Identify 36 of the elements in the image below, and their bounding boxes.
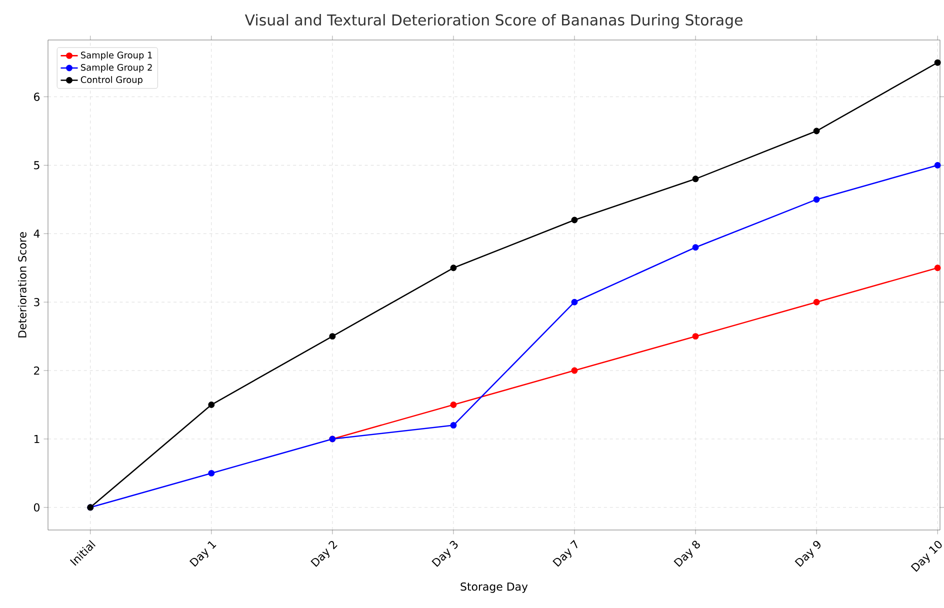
point [813,196,820,203]
y-tick-label: 4 [34,230,40,238]
x-tick-label: Day 8 [674,540,700,567]
legend-label: Sample Group 2 [80,64,152,72]
y-tick-label: 3 [34,298,40,306]
y-tick-label: 6 [34,92,40,101]
point [813,298,820,306]
point [813,128,820,134]
y-tick-label: 0 [34,503,40,512]
point [934,162,941,168]
point [692,244,699,251]
x-tick-label: Day 10 [910,540,942,572]
y-tick-label: 1 [34,434,40,443]
x-tick-label: Day 2 [310,541,338,567]
x-axis-title: Storage Day [460,582,528,593]
point [450,422,457,429]
point [450,264,457,272]
point [692,176,699,182]
point [692,333,699,340]
x-tick-label: Day 9 [794,541,820,567]
point [208,402,215,408]
chart-title: Visual and Textural Deterioration Score of Bananas During Storage [244,14,742,28]
point [571,367,578,374]
point [571,216,578,224]
point [934,59,941,66]
point [450,402,457,408]
legend-label: Control Group [80,76,142,85]
point [329,333,336,340]
x-tick-label: Day 3 [432,540,458,567]
y-axis-title: Deterioration Score [18,232,26,338]
point [934,264,941,272]
point [571,298,578,306]
y-tick-label: 5 [34,161,40,170]
legend-label: Sample Group 1 [80,52,152,60]
y-tick-label: 2 [34,366,40,375]
point [208,470,215,476]
